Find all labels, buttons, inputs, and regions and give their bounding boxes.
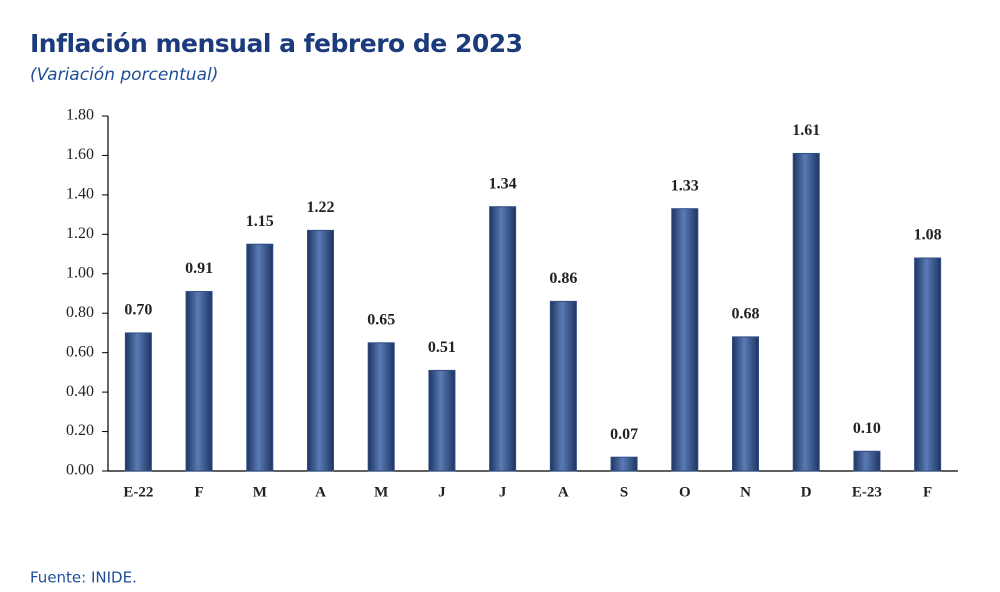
value-label: 1.08 bbox=[914, 227, 942, 244]
bar bbox=[549, 300, 577, 472]
bar bbox=[671, 208, 699, 472]
y-tick-label: 0.20 bbox=[66, 422, 94, 439]
x-tick-label: D bbox=[801, 484, 812, 500]
x-tick-label: J bbox=[438, 484, 446, 500]
value-label: 0.68 bbox=[732, 306, 760, 323]
y-tick-label: 1.20 bbox=[66, 225, 94, 242]
x-tick-label: A bbox=[315, 484, 326, 500]
source-note: Fuente: INIDE. bbox=[30, 569, 137, 587]
bar bbox=[367, 342, 395, 472]
bar bbox=[246, 243, 274, 472]
bar bbox=[610, 456, 638, 472]
y-tick-label: 0.60 bbox=[66, 343, 94, 360]
y-tick-label: 1.40 bbox=[66, 186, 94, 203]
x-tick-label: M bbox=[253, 484, 267, 500]
bar bbox=[124, 332, 152, 472]
value-label: 1.22 bbox=[307, 199, 335, 216]
x-tick-label: E-22 bbox=[123, 484, 153, 500]
value-label: 0.65 bbox=[367, 311, 395, 328]
value-label: 0.07 bbox=[610, 426, 638, 443]
x-tick-label: O bbox=[679, 484, 691, 500]
bar bbox=[853, 450, 881, 472]
value-label: 1.33 bbox=[671, 177, 699, 194]
bar bbox=[307, 229, 334, 472]
y-tick-label: 1.60 bbox=[66, 146, 94, 163]
y-tick-label: 1.80 bbox=[66, 107, 94, 124]
x-tick-label: M bbox=[374, 484, 388, 500]
value-label: 1.15 bbox=[246, 213, 274, 230]
value-label: 0.51 bbox=[428, 339, 456, 356]
x-tick-label: E-23 bbox=[852, 484, 882, 500]
value-label: 0.86 bbox=[549, 270, 577, 287]
bar bbox=[185, 291, 213, 472]
chart-title: Inflación mensual a febrero de 2023 bbox=[30, 29, 523, 58]
y-tick-label: 1.00 bbox=[66, 264, 94, 281]
x-tick-label: A bbox=[558, 484, 569, 500]
x-tick-label: J bbox=[499, 484, 507, 500]
y-tick-label: 0.00 bbox=[66, 462, 94, 479]
x-tick-label: F bbox=[194, 484, 203, 500]
y-tick-label: 0.40 bbox=[66, 383, 94, 400]
bar bbox=[792, 152, 820, 472]
value-label: 1.34 bbox=[489, 175, 517, 192]
bar bbox=[428, 369, 456, 472]
x-tick-label: N bbox=[740, 484, 751, 500]
value-label: 1.61 bbox=[792, 122, 820, 139]
x-tick-label: F bbox=[923, 484, 932, 500]
value-label: 0.70 bbox=[124, 302, 152, 319]
value-label: 0.91 bbox=[185, 260, 213, 277]
y-tick-label: 0.80 bbox=[66, 304, 94, 321]
value-label: 0.10 bbox=[853, 420, 881, 437]
x-tick-label: S bbox=[620, 484, 628, 500]
bar bbox=[914, 257, 942, 472]
chart-subtitle: (Variación porcentual) bbox=[30, 65, 218, 85]
bar bbox=[489, 206, 517, 472]
bar bbox=[732, 336, 759, 472]
